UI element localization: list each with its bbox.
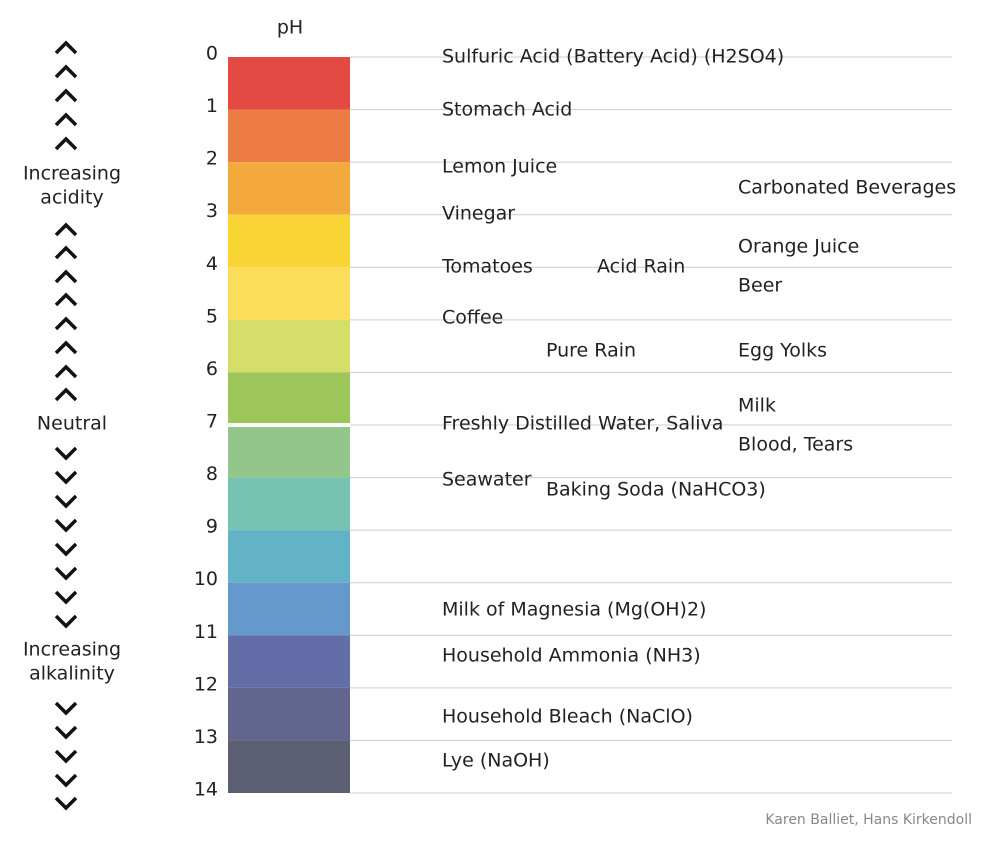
substance-label: Acid Rain <box>597 256 685 278</box>
down-chevron <box>54 590 78 605</box>
acidity-label: Increasing <box>23 163 121 185</box>
ph-band <box>228 530 350 583</box>
down-chevron <box>54 566 78 581</box>
tick-label: 7 <box>206 411 218 433</box>
down-chevron <box>54 518 78 533</box>
up-chevron <box>54 269 78 284</box>
substance-label: Vinegar <box>442 203 515 225</box>
down-chevron <box>54 796 78 811</box>
tick-label: 6 <box>206 358 218 380</box>
tick-label: 8 <box>206 463 218 485</box>
ph-band <box>228 582 350 636</box>
ph-band <box>228 425 350 478</box>
up-chevron <box>54 222 78 237</box>
substance-label: Tomatoes <box>441 256 533 278</box>
up-chevron <box>54 88 78 103</box>
ph-band <box>228 740 350 793</box>
up-chevron <box>54 64 78 79</box>
alkalinity-label: alkalinity <box>29 663 115 685</box>
scale-title: pH <box>277 17 303 39</box>
neutral-gap <box>228 423 350 427</box>
substance-label: Baking Soda (NaHCO3) <box>546 479 766 501</box>
ph-band <box>228 477 350 531</box>
acidity-label: acidity <box>40 187 103 209</box>
ph-band <box>228 372 350 425</box>
ph-band <box>228 635 350 688</box>
tick-label: 13 <box>194 726 218 748</box>
substance-label: Blood, Tears <box>738 434 853 456</box>
substance-label: Lemon Juice <box>442 156 557 178</box>
down-chevron <box>54 614 78 629</box>
down-chevron <box>54 701 78 716</box>
ph-band <box>228 319 350 373</box>
down-chevron <box>54 494 78 509</box>
tick-label: 3 <box>206 200 218 222</box>
up-chevron <box>54 316 78 331</box>
substance-label: Freshly Distilled Water, Saliva <box>442 413 723 435</box>
up-chevron <box>54 364 78 379</box>
substance-label: Orange Juice <box>738 236 859 258</box>
substance-label: Sulfuric Acid (Battery Acid) (H2SO4) <box>442 46 784 68</box>
down-chevron <box>54 773 78 788</box>
credit: Karen Balliet, Hans Kirkendoll <box>765 812 972 828</box>
ph-band <box>228 162 350 215</box>
substance-label: Seawater <box>442 469 532 491</box>
tick-label: 14 <box>194 779 218 801</box>
ph-band <box>228 214 350 268</box>
substance-label: Milk <box>738 395 776 417</box>
substance-label: Beer <box>738 275 782 297</box>
up-chevron <box>54 387 78 402</box>
tick-label: 1 <box>206 95 218 117</box>
down-chevron <box>54 725 78 740</box>
tick-label: 4 <box>206 253 218 275</box>
substance-label: Egg Yolks <box>738 340 827 362</box>
tick-label: 5 <box>206 305 218 327</box>
tick-label: 2 <box>206 148 218 170</box>
down-chevron <box>54 749 78 764</box>
up-chevron <box>54 245 78 260</box>
substance-label: Lye (NaOH) <box>442 750 550 772</box>
substance-label: Household Ammonia (NH3) <box>442 645 701 667</box>
tick-label: 9 <box>206 516 218 538</box>
substance-label: Carbonated Beverages <box>738 177 956 199</box>
ph-band <box>228 267 350 320</box>
substance-label: Coffee <box>442 307 503 329</box>
ph-band <box>228 109 350 163</box>
down-chevron <box>54 470 78 485</box>
tick-label: 12 <box>194 673 218 695</box>
up-chevron <box>54 112 78 127</box>
up-chevron <box>54 136 78 151</box>
substance-label: Milk of Magnesia (Mg(OH)2) <box>442 599 706 621</box>
tick-label: 0 <box>206 43 218 65</box>
ph-band <box>228 687 350 741</box>
up-chevron <box>54 40 78 55</box>
tick-label: 10 <box>194 568 218 590</box>
alkalinity-label: Increasing <box>23 639 121 661</box>
tick-label: 11 <box>194 621 218 643</box>
substance-label: Stomach Acid <box>442 99 572 121</box>
substance-label: Household Bleach (NaClO) <box>442 706 693 728</box>
ph-band <box>228 57 350 110</box>
down-chevron <box>54 446 78 461</box>
up-chevron <box>54 340 78 355</box>
down-chevron <box>54 542 78 557</box>
substance-label: Pure Rain <box>546 340 636 362</box>
neutral-label: Neutral <box>37 413 107 435</box>
up-chevron <box>54 292 78 307</box>
